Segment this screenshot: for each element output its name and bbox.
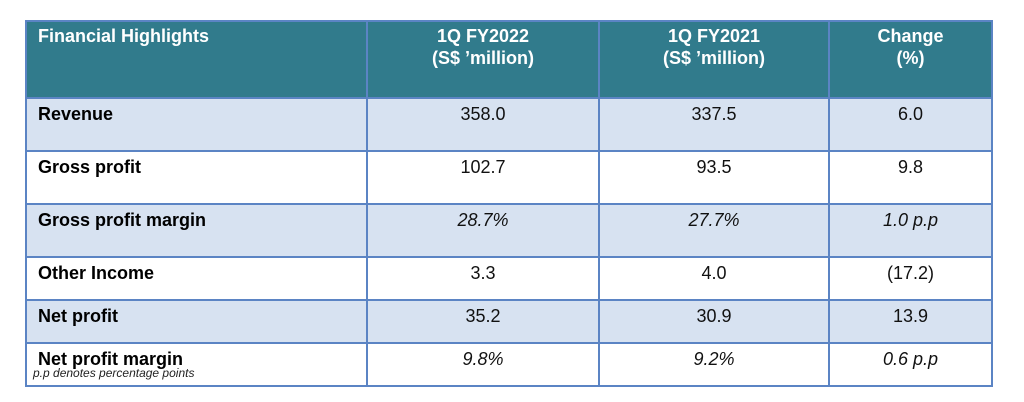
table-row: Net profit margin 9.8% 9.2% 0.6 p.p (25, 342, 993, 387)
cell-change: 1.0 p.p (828, 203, 993, 258)
cell-change: 9.8 (828, 150, 993, 205)
cell-fy2022: 28.7% (366, 203, 600, 258)
header-unit: (S$ ’million) (431, 48, 534, 68)
cell-fy2021: 9.2% (598, 342, 830, 387)
row-label: Gross profit margin (25, 203, 368, 258)
header-1q-fy2021: 1Q FY2021 (S$ ’million) (598, 20, 830, 99)
table-row: Net profit 35.2 30.9 13.9 (25, 299, 993, 344)
financial-highlights-table: Financial Highlights 1Q FY2022 (S$ ’mill… (25, 20, 993, 387)
cell-change: (17.2) (828, 256, 993, 301)
table-row: Gross profit 102.7 93.5 9.8 (25, 150, 993, 205)
footnote: p.p denotes percentage points (33, 366, 195, 380)
cell-change: 13.9 (828, 299, 993, 344)
header-label: 1Q FY2021 (667, 26, 761, 46)
header-label: Financial Highlights (38, 26, 210, 46)
cell-fy2021: 27.7% (598, 203, 830, 258)
table-row: Revenue 358.0 337.5 6.0 (25, 97, 993, 152)
header-label: 1Q FY2022 (436, 26, 530, 46)
header-unit: (%) (896, 48, 925, 68)
row-label: Revenue (25, 97, 368, 152)
header-1q-fy2022: 1Q FY2022 (S$ ’million) (366, 20, 600, 99)
cell-fy2022: 102.7 (366, 150, 600, 205)
cell-change: 0.6 p.p (828, 342, 993, 387)
row-label: Net profit margin (25, 342, 368, 387)
cell-fy2022: 3.3 (366, 256, 600, 301)
table-row: Gross profit margin 28.7% 27.7% 1.0 p.p (25, 203, 993, 258)
cell-fy2022: 358.0 (366, 97, 600, 152)
cell-fy2021: 93.5 (598, 150, 830, 205)
cell-fy2021: 4.0 (598, 256, 830, 301)
table-row: Other Income 3.3 4.0 (17.2) (25, 256, 993, 301)
cell-change: 6.0 (828, 97, 993, 152)
cell-fy2021: 337.5 (598, 97, 830, 152)
header-financial-highlights: Financial Highlights (25, 20, 368, 99)
header-row: Financial Highlights 1Q FY2022 (S$ ’mill… (25, 20, 993, 99)
row-label: Other Income (25, 256, 368, 301)
header-unit: (S$ ’million) (662, 48, 765, 68)
row-label: Net profit (25, 299, 368, 344)
header-change: Change (%) (828, 20, 993, 99)
cell-fy2022: 9.8% (366, 342, 600, 387)
cell-fy2022: 35.2 (366, 299, 600, 344)
row-label: Gross profit (25, 150, 368, 205)
header-label: Change (877, 26, 944, 46)
cell-fy2021: 30.9 (598, 299, 830, 344)
